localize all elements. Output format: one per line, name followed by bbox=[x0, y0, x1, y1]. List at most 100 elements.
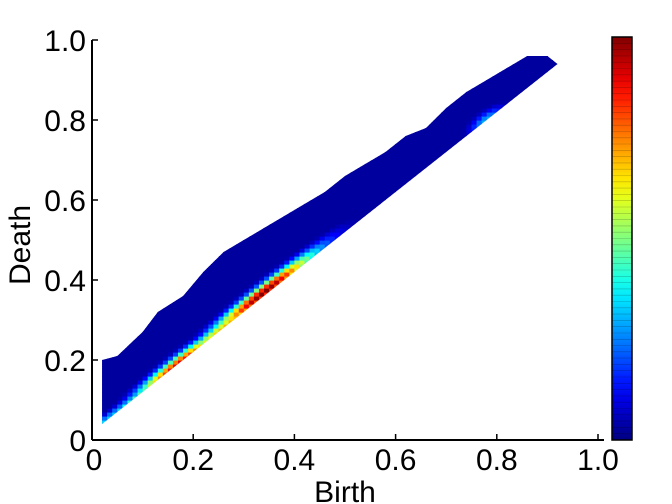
heatmap-cell bbox=[112, 432, 118, 437]
heatmap-cell bbox=[496, 96, 503, 101]
heatmap-cell bbox=[400, 172, 407, 177]
heatmap-cell bbox=[578, 64, 584, 69]
heatmap-cell bbox=[223, 340, 230, 345]
heatmap-cell bbox=[350, 176, 356, 181]
heatmap-cell bbox=[324, 164, 331, 169]
heatmap-cell bbox=[147, 300, 154, 305]
heatmap-cell bbox=[410, 164, 417, 169]
heatmap-cell bbox=[486, 56, 493, 57]
heatmap-cell bbox=[264, 216, 270, 221]
heatmap-cell bbox=[350, 160, 356, 165]
heatmap-cell bbox=[198, 312, 204, 317]
heatmap-cell bbox=[193, 268, 199, 273]
heatmap-cell bbox=[172, 384, 179, 389]
heatmap-cell bbox=[350, 152, 356, 157]
heatmap-cell bbox=[264, 288, 270, 293]
heatmap-cell bbox=[218, 344, 225, 349]
heatmap-cell bbox=[446, 156, 452, 161]
heatmap-cell bbox=[314, 184, 321, 189]
heatmap-cell bbox=[178, 380, 184, 385]
heatmap-cell bbox=[451, 68, 457, 73]
heatmap-cell bbox=[542, 48, 548, 53]
heatmap-cell bbox=[420, 160, 427, 165]
heatmap-cell bbox=[152, 320, 159, 325]
heatmap-cell bbox=[486, 112, 493, 117]
heatmap-cell bbox=[345, 212, 351, 217]
heatmap-cell bbox=[415, 196, 422, 201]
heatmap-cell bbox=[552, 76, 558, 81]
heatmap-cell bbox=[157, 380, 164, 385]
heatmap-cell bbox=[274, 244, 280, 249]
heatmap-cell bbox=[294, 260, 301, 265]
heatmap-cell bbox=[269, 232, 275, 237]
heatmap-cell bbox=[218, 276, 225, 281]
heatmap-cell bbox=[223, 236, 230, 241]
heatmap-cell bbox=[466, 56, 473, 61]
heatmap-cell bbox=[405, 176, 412, 181]
heatmap-cell bbox=[385, 204, 392, 209]
heatmap-cell bbox=[324, 232, 331, 237]
heatmap-cell bbox=[107, 336, 113, 341]
heatmap-cell bbox=[213, 288, 220, 293]
heatmap-cell bbox=[522, 88, 528, 93]
heatmap-cell bbox=[370, 216, 376, 221]
heatmap-cell bbox=[299, 280, 306, 285]
heatmap-cell bbox=[334, 232, 341, 237]
heatmap-cell bbox=[233, 272, 240, 277]
heatmap-cell bbox=[137, 328, 144, 333]
heatmap-cell bbox=[193, 336, 199, 341]
heatmap-cell bbox=[294, 180, 301, 185]
heatmap-cell bbox=[142, 300, 149, 305]
heatmap-cell bbox=[228, 264, 235, 269]
heatmap-cell bbox=[472, 44, 478, 49]
heatmap-cell bbox=[112, 364, 118, 369]
heatmap-cell bbox=[319, 180, 326, 185]
heatmap-cell bbox=[309, 184, 316, 189]
heatmap-cell bbox=[299, 264, 306, 269]
heatmap-cell bbox=[102, 388, 108, 393]
heatmap-cell bbox=[243, 228, 250, 233]
heatmap-cell bbox=[269, 212, 275, 217]
heatmap-cell bbox=[527, 104, 533, 109]
heatmap-cell bbox=[112, 348, 118, 353]
heatmap-cell bbox=[329, 216, 336, 221]
heatmap-cell bbox=[345, 244, 351, 249]
heatmap-cell bbox=[284, 248, 290, 253]
heatmap-cell bbox=[223, 248, 230, 253]
heatmap-cell bbox=[355, 188, 361, 193]
heatmap-cell bbox=[208, 248, 215, 253]
heatmap-cell bbox=[375, 156, 382, 161]
heatmap-cell bbox=[213, 272, 220, 277]
heatmap-cell bbox=[248, 228, 255, 233]
heatmap-cell bbox=[127, 376, 134, 381]
heatmap-cell bbox=[370, 228, 376, 233]
heatmap-cell bbox=[350, 236, 356, 241]
heatmap-cell bbox=[127, 332, 134, 337]
heatmap-cell bbox=[339, 240, 346, 245]
heatmap-cell bbox=[345, 208, 351, 213]
heatmap-cell bbox=[481, 136, 488, 141]
heatmap-cell bbox=[122, 364, 129, 369]
heatmap-cell bbox=[573, 48, 579, 53]
heatmap-cell bbox=[279, 300, 285, 305]
heatmap-cell bbox=[522, 64, 528, 69]
heatmap-cell bbox=[415, 164, 422, 169]
heatmap-cell bbox=[137, 416, 144, 421]
heatmap-cell bbox=[476, 64, 483, 69]
heatmap-cell bbox=[167, 384, 174, 389]
heatmap-cell bbox=[527, 100, 533, 105]
heatmap-cell bbox=[107, 376, 113, 381]
heatmap-cell bbox=[436, 104, 442, 109]
heatmap-cell bbox=[400, 116, 407, 121]
heatmap-cell bbox=[425, 184, 432, 189]
heatmap-cell bbox=[213, 340, 220, 345]
heatmap-cell bbox=[446, 136, 452, 141]
heatmap-cell bbox=[102, 376, 108, 381]
heatmap-cell bbox=[284, 228, 290, 233]
heatmap-cell bbox=[183, 292, 189, 297]
heatmap-cell bbox=[339, 164, 346, 169]
heatmap-cell bbox=[466, 100, 473, 105]
heatmap-cell bbox=[517, 96, 523, 101]
heatmap-cell bbox=[137, 420, 144, 424]
heatmap-cell bbox=[167, 320, 174, 325]
